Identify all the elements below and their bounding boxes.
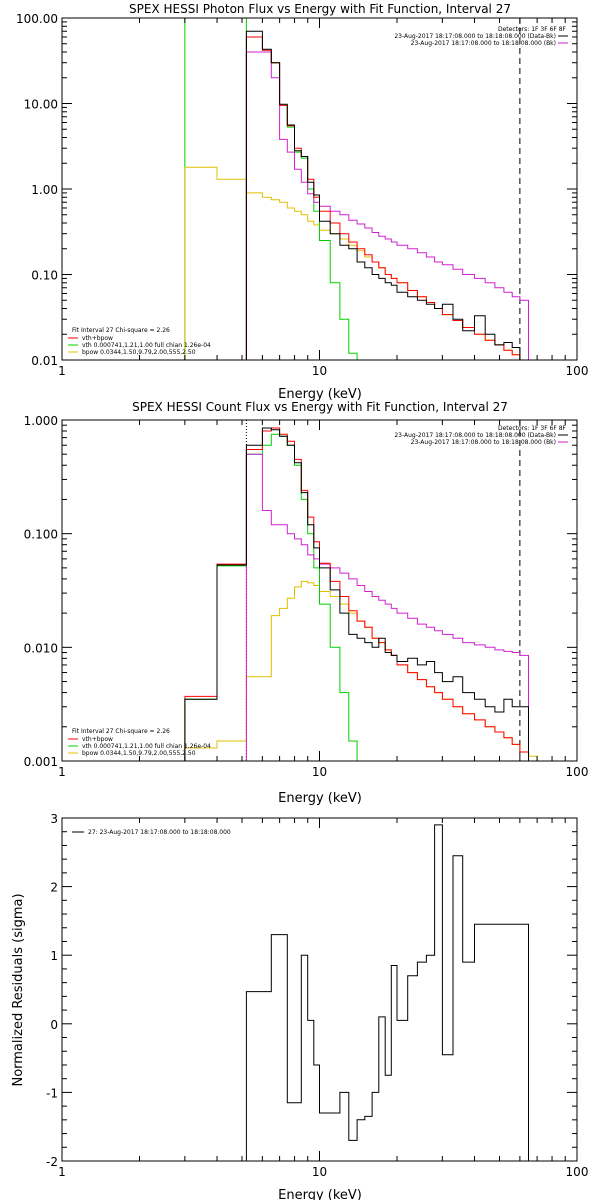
residuals-series-group	[245, 824, 529, 1161]
residuals-y-tick-label: -2	[46, 1155, 58, 1169]
photon-legend-data-bk: 23-Aug-2017 18:17:08.000 to 18:18:08.000…	[394, 33, 556, 40]
photon-series-data	[245, 30, 529, 360]
residuals-x-tick-label: 100	[566, 1165, 589, 1179]
residuals-legend: 27: 23-Aug-2017 18:17:08.000 to 18:18:08…	[72, 829, 231, 836]
photon-legend-bottom: Fit Interval 27 Chi-square = 2.26 vth+bp…	[68, 327, 211, 356]
count-legend-detectors: Detectors: 1F 3F 6F 8F	[498, 425, 567, 432]
count-legend-bpow: bpow 0.0344,1.50,9.79,2.00,555,2.50	[82, 750, 196, 757]
residuals-y-axis-label: Normalized Residuals (sigma)	[11, 893, 26, 1086]
photon-y-tick-label: 0.10	[31, 269, 58, 283]
count-y-tick-label: 0.010	[24, 641, 58, 655]
residuals-y-tick-label: 1	[50, 949, 58, 963]
photon-legend-total: vth+bpow	[82, 335, 113, 342]
count-flux-panel: SPEX HESSI Count Flux vs Energy with Fit…	[24, 400, 589, 806]
photon-y-tick-label: 1.00	[31, 183, 58, 197]
photon-chart-title: SPEX HESSI Photon Flux vs Energy with Fi…	[129, 2, 511, 16]
count-legend-vth: vth 0.000741,1.21,1.00 full chian 1.26e-…	[82, 743, 211, 750]
photon-flux-panel: SPEX HESSI Photon Flux vs Energy with Fi…	[16, 2, 588, 402]
residuals-plot-area	[245, 824, 529, 1161]
photon-legend-detectors: Detectors: 1F 3F 6F 8F	[498, 26, 567, 33]
count-ticks: 1 10 100 0.001 0.010 0.100 1.000	[24, 414, 589, 779]
photon-axes-frame	[61, 17, 578, 361]
residuals-series-data	[245, 824, 529, 1161]
count-x-tick-label: 10	[312, 765, 327, 779]
count-x-tick-label: 100	[566, 765, 589, 779]
count-series-bpow	[184, 580, 564, 761]
residuals-y-tick-label: 3	[50, 812, 58, 826]
photon-plot-area	[184, 18, 529, 360]
photon-x-tick-label: 10	[312, 364, 327, 378]
photon-series-total	[245, 36, 529, 360]
photon-legend-bk: 23-Aug-2017 18:17:08.000 to 18:18:08.000…	[411, 40, 556, 47]
photon-legend-top: Detectors: 1F 3F 6F 8F 23-Aug-2017 18:17…	[394, 26, 568, 47]
count-series-data	[184, 427, 529, 761]
residuals-panel: 1 10 100 -2 -1 0 1 2 3 Energy (keV) Normalized R…	[11, 812, 588, 1203]
residuals-x-axis-label: Energy (keV)	[278, 1188, 362, 1200]
photon-x-axis-label: Energy (keV)	[278, 387, 362, 402]
count-legend-fit: Fit Interval 27 Chi-square = 2.26	[72, 728, 170, 735]
count-series-group	[184, 420, 564, 761]
residuals-y-tick-label: 0	[50, 1018, 58, 1032]
count-y-tick-label: 0.100	[24, 528, 58, 542]
residuals-y-tick-label: -1	[46, 1086, 58, 1100]
photon-series-bpow	[184, 166, 529, 360]
count-legend-bottom: Fit Interval 27 Chi-square = 2.26 vth+bp…	[68, 728, 211, 757]
photon-ticks: 1 10 100 0.01 0.10 1.00 10.00 100.00	[16, 12, 588, 378]
count-y-tick-label: 0.001	[24, 755, 58, 769]
count-legend-bk: 23-Aug-2017 18:17:08.000 to 18:18:08.000…	[411, 439, 556, 446]
photon-y-tick-label: 100.00	[16, 12, 58, 26]
photon-x-tick-label: 100	[566, 364, 589, 378]
photon-legend-vth: vth 0.000741,1.21,1.00 full chian 1.26e-…	[82, 342, 211, 349]
residuals-x-tick-label: 1	[58, 1165, 66, 1179]
count-x-tick-label: 1	[58, 765, 66, 779]
photon-series-bk	[245, 51, 529, 360]
photon-x-tick-label: 1	[58, 364, 66, 378]
count-x-axis-label: Energy (keV)	[278, 791, 362, 806]
residuals-y-tick-label: 2	[50, 881, 58, 895]
count-series-bk	[245, 453, 529, 761]
count-y-tick-label: 1.000	[24, 414, 58, 428]
photon-series-group	[184, 18, 529, 360]
count-legend-data-bk: 23-Aug-2017 18:17:08.000 to 18:18:08.000…	[394, 432, 556, 439]
residuals-ticks: 1 10 100 -2 -1 0 1 2 3	[46, 812, 588, 1179]
residuals-x-tick-label: 10	[312, 1165, 327, 1179]
count-series-total	[184, 427, 529, 761]
photon-legend-bpow: bpow 0.0344,1.50,9.79,2.00,555,2.50	[82, 349, 196, 356]
residuals-legend-label: 27: 23-Aug-2017 18:17:08.000 to 18:18:08…	[88, 829, 231, 836]
count-plot-area	[184, 420, 564, 761]
count-series-vth	[184, 433, 366, 761]
count-legend-total: vth+bpow	[82, 736, 113, 743]
photon-y-tick-label: 0.01	[31, 354, 58, 368]
photon-y-tick-label: 10.00	[24, 98, 58, 112]
photon-legend-fit: Fit Interval 27 Chi-square = 2.26	[72, 327, 170, 334]
count-legend-top: Detectors: 1F 3F 6F 8F 23-Aug-2017 18:17…	[394, 425, 568, 446]
count-chart-title: SPEX HESSI Count Flux vs Energy with Fit…	[132, 400, 508, 414]
photon-series-vth	[245, 51, 366, 360]
